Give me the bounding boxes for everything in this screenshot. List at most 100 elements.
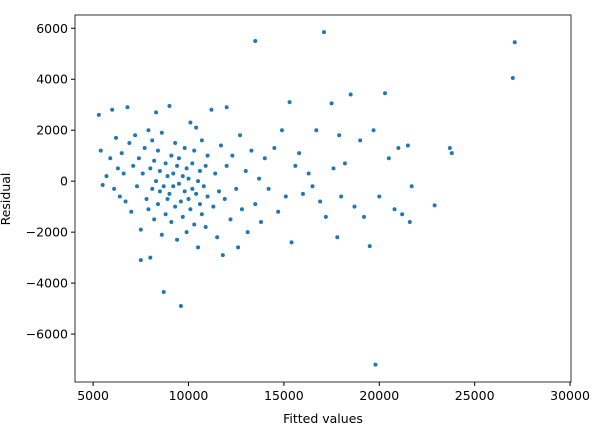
point: [163, 161, 168, 166]
point: [386, 156, 391, 161]
point: [173, 204, 178, 209]
x-tick-label: 25000: [455, 388, 495, 403]
point: [159, 232, 164, 237]
y-tick-label: −2000: [26, 225, 68, 240]
point: [157, 189, 162, 194]
point: [238, 133, 243, 138]
point: [321, 30, 326, 35]
point: [129, 209, 134, 214]
point: [104, 174, 109, 179]
point: [148, 166, 153, 171]
point: [314, 128, 319, 133]
point: [259, 219, 263, 224]
point: [123, 199, 128, 204]
point: [373, 362, 378, 367]
point: [144, 197, 149, 202]
y-tick-label: 0: [60, 174, 68, 189]
y-tick-label: −6000: [26, 327, 68, 342]
point: [249, 148, 254, 153]
point: [243, 168, 248, 173]
x-tick-label: 20000: [359, 388, 399, 403]
point: [192, 222, 197, 227]
point: [239, 207, 244, 212]
point: [194, 125, 199, 130]
point: [171, 184, 176, 189]
point: [140, 171, 145, 176]
point: [297, 151, 302, 156]
point: [138, 227, 143, 232]
point: [167, 103, 172, 108]
point: [205, 153, 210, 158]
point: [405, 143, 410, 148]
point: [165, 174, 170, 179]
point: [512, 40, 517, 45]
point: [115, 166, 120, 171]
point: [306, 171, 311, 176]
point: [197, 168, 202, 173]
point: [152, 217, 157, 222]
point: [213, 171, 218, 176]
point: [138, 258, 143, 263]
point: [211, 204, 216, 209]
point: [392, 207, 397, 212]
point: [154, 110, 159, 115]
point: [245, 230, 250, 235]
point: [217, 189, 222, 194]
point: [110, 107, 115, 112]
point: [335, 235, 340, 240]
point: [98, 148, 103, 153]
y-tick-label: −4000: [26, 276, 68, 291]
point: [96, 112, 101, 117]
point: [150, 138, 155, 143]
point: [253, 38, 258, 43]
point: [133, 133, 138, 138]
point: [142, 146, 147, 151]
point: [201, 184, 206, 189]
point: [323, 214, 328, 219]
point: [218, 143, 223, 148]
x-tick-label: 5000: [77, 388, 109, 403]
x-tick-label: 10000: [169, 388, 209, 403]
point: [165, 197, 170, 202]
point: [224, 163, 229, 168]
point: [203, 163, 208, 168]
point: [114, 135, 119, 140]
point: [197, 202, 202, 207]
point: [155, 148, 160, 153]
point: [176, 181, 181, 186]
point: [190, 161, 195, 166]
point: [196, 245, 201, 250]
point: [159, 130, 164, 135]
point: [150, 186, 155, 191]
point: [146, 128, 151, 133]
point: [190, 186, 195, 191]
point: [337, 133, 342, 138]
point: [184, 230, 189, 235]
point: [161, 290, 166, 295]
point: [371, 128, 376, 133]
point: [262, 156, 267, 161]
point: [186, 197, 191, 202]
point: [234, 186, 239, 191]
point: [209, 107, 214, 112]
point: [178, 304, 183, 309]
point: [272, 146, 277, 151]
point: [194, 191, 199, 196]
point: [131, 163, 136, 168]
point: [176, 156, 181, 161]
point: [283, 194, 288, 199]
point: [180, 214, 185, 219]
point: [228, 217, 233, 222]
y-axis-label: Residual: [0, 173, 13, 226]
point: [119, 151, 124, 156]
point: [136, 156, 141, 161]
point: [112, 186, 117, 191]
point: [253, 202, 258, 207]
point: [199, 138, 204, 143]
point: [236, 245, 241, 250]
point: [348, 92, 353, 97]
point: [329, 101, 334, 106]
y-tick-label: 6000: [36, 21, 68, 36]
